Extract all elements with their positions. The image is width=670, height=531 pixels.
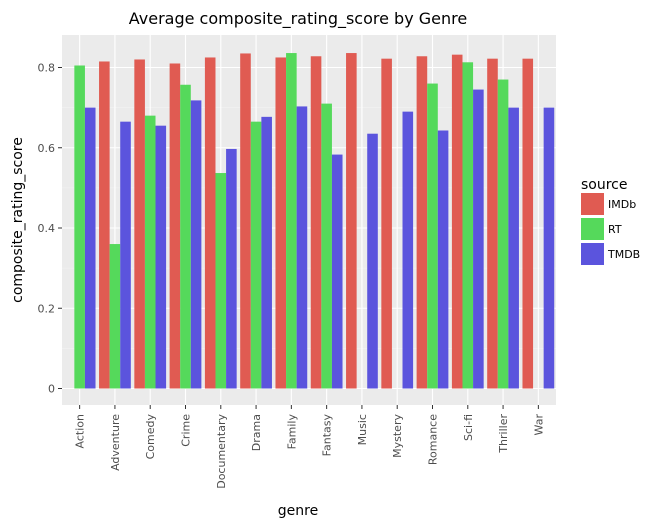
x-tick-label: Thriller xyxy=(497,414,510,454)
bar-imdb-romance xyxy=(416,56,428,389)
x-tick-label: Family xyxy=(285,414,298,450)
legend-swatch-imdb xyxy=(581,193,604,215)
bar-tmdb-romance xyxy=(437,130,449,389)
legend-items: IMDb RT TMDB xyxy=(581,193,640,265)
legend-swatch-tmdb xyxy=(581,243,604,265)
bar-tmdb-documentary xyxy=(226,148,237,389)
legend-swatch-rt xyxy=(581,218,604,240)
bar-rt-drama xyxy=(250,121,262,389)
legend: source IMDb RT TMDB xyxy=(581,177,640,265)
x-tick-label: Adventure xyxy=(109,414,122,471)
bar-rt-action xyxy=(74,65,85,389)
bar-rt-comedy xyxy=(144,115,156,389)
bar-tmdb-drama xyxy=(261,116,272,389)
bar-imdb-thriller xyxy=(487,58,498,389)
bar-tmdb-crime xyxy=(190,100,202,389)
chart-title: Average composite_rating_score by Genre xyxy=(129,9,467,29)
x-axis-label: genre xyxy=(278,503,318,519)
bar-rt-adventure xyxy=(109,244,121,389)
bar-tmdb-action xyxy=(84,107,96,389)
bar-tmdb-mystery xyxy=(402,111,414,389)
bar-tmdb-comedy xyxy=(155,125,167,389)
bar-tmdb-war xyxy=(543,107,555,389)
x-tick-label: Sci-fi xyxy=(462,414,475,441)
x-tick-label: Music xyxy=(356,414,369,445)
x-tick-label: Crime xyxy=(180,414,193,447)
bar-imdb-crime xyxy=(169,63,181,389)
legend-title: source xyxy=(581,177,628,193)
bar-imdb-documentary xyxy=(204,57,216,389)
bar-imdb-music xyxy=(346,53,357,389)
bar-imdb-comedy xyxy=(134,59,145,389)
bar-imdb-family xyxy=(275,57,287,389)
axes: 0 0.2 0.4 0.6 0.8 Action Adventure Comedy Crime D… xyxy=(38,62,546,489)
bar-rt-crime xyxy=(180,84,191,389)
x-tick-label: Drama xyxy=(250,414,263,451)
x-tick-label: Mystery xyxy=(391,414,404,458)
bar-rt-romance xyxy=(427,83,438,389)
bar-tmdb-family xyxy=(296,106,308,389)
bars xyxy=(74,53,555,389)
bar-rt-sci-fi xyxy=(462,62,474,389)
x-tick-label: Documentary xyxy=(215,414,228,489)
bar-rt-family xyxy=(286,53,297,389)
bar-tmdb-fantasy xyxy=(331,154,343,389)
bar-tmdb-thriller xyxy=(508,107,519,389)
bar-imdb-fantasy xyxy=(310,56,322,389)
y-tick-label: 0.2 xyxy=(38,302,56,315)
x-tick-label: Romance xyxy=(427,414,440,465)
x-tick-label: Fantasy xyxy=(321,414,334,457)
legend-label-imdb: IMDb xyxy=(608,198,636,211)
bar-rt-documentary xyxy=(215,173,227,389)
x-tick-label: War xyxy=(532,414,545,436)
legend-label-tmdb: TMDB xyxy=(607,248,640,261)
bar-tmdb-sci-fi xyxy=(473,89,484,389)
bar-imdb-drama xyxy=(240,53,251,389)
legend-label-rt: RT xyxy=(608,223,622,236)
bar-tmdb-adventure xyxy=(120,121,131,389)
x-tick-label: Action xyxy=(74,414,87,448)
bar-imdb-war xyxy=(522,58,534,389)
y-tick-label: 0.8 xyxy=(38,62,56,75)
x-tick-label: Comedy xyxy=(144,414,157,460)
bar-imdb-mystery xyxy=(381,58,392,389)
bar-rt-thriller xyxy=(497,79,509,389)
y-axis-label: composite_rating_score xyxy=(10,137,26,303)
bar-tmdb-music xyxy=(367,133,378,389)
bar-imdb-adventure xyxy=(99,61,110,389)
y-tick-label: 0.6 xyxy=(38,142,56,155)
bar-imdb-sci-fi xyxy=(451,54,463,389)
y-tick-label: 0.4 xyxy=(38,222,56,235)
bar-rt-fantasy xyxy=(321,103,332,389)
y-tick-label: 0 xyxy=(48,383,55,396)
